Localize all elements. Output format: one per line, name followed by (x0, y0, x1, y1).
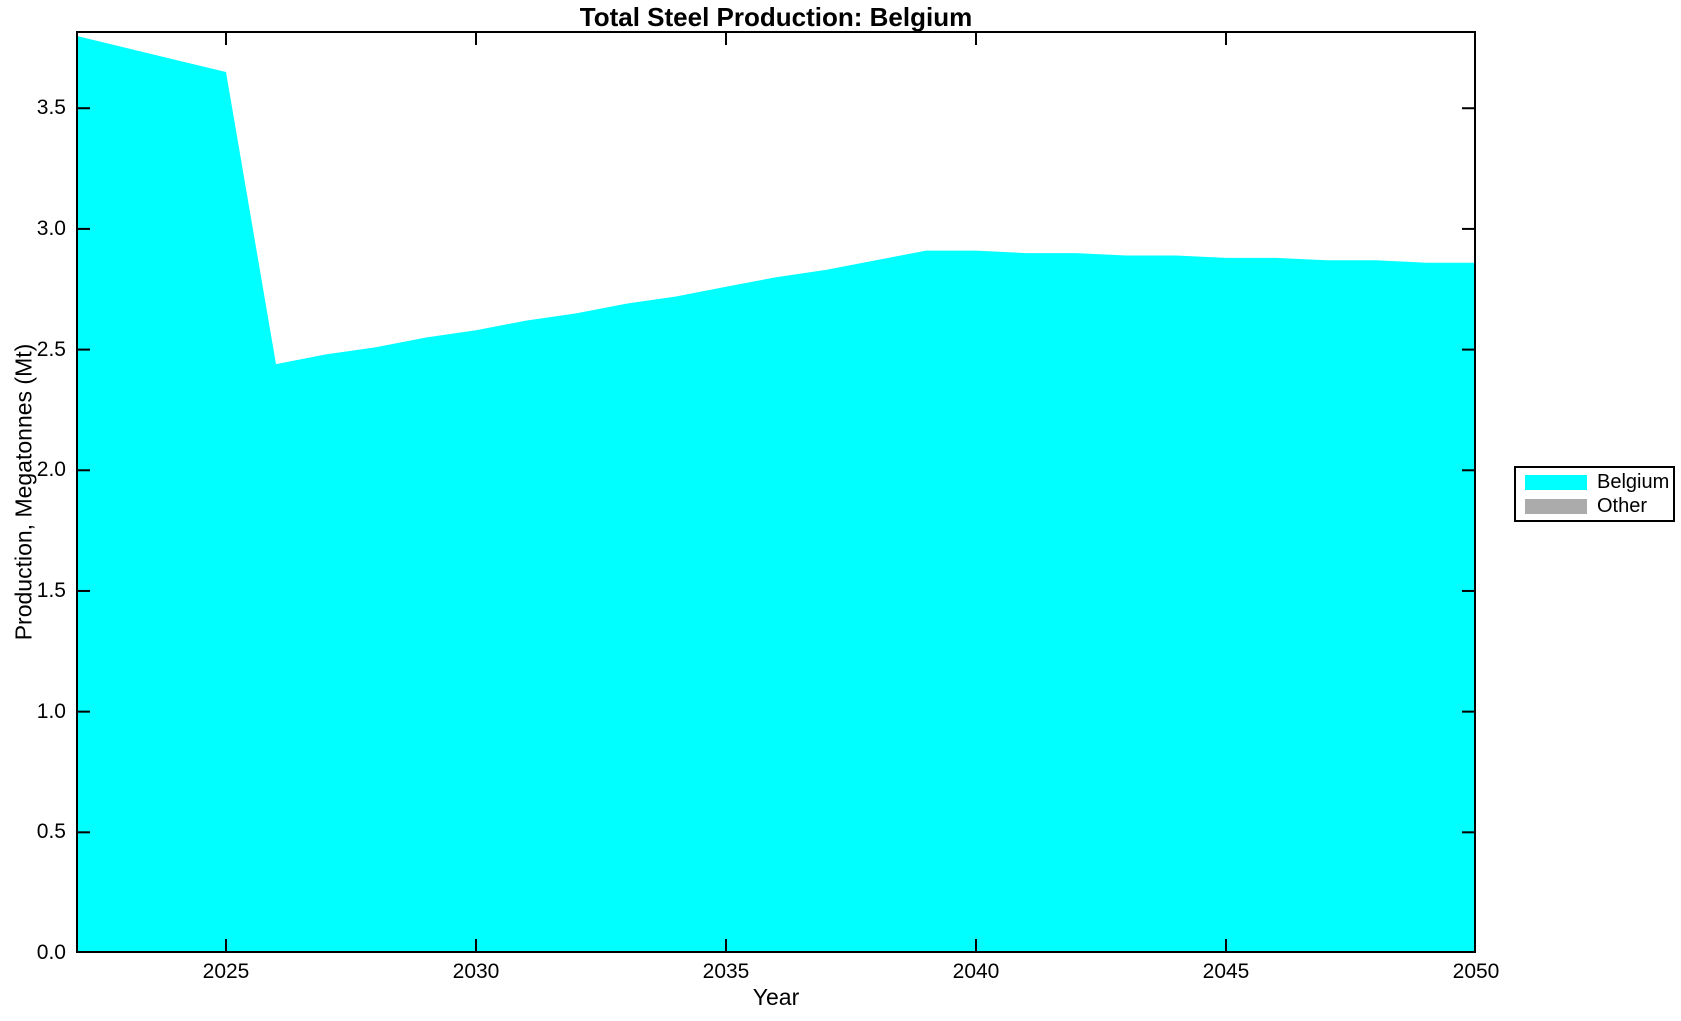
legend-swatch-other (1525, 498, 1587, 514)
y-tick-label: 0.0 (36, 941, 66, 964)
legend-label: Other (1597, 495, 1648, 517)
legend-swatch-belgium (1525, 474, 1587, 490)
axes-border (76, 31, 1476, 953)
x-tick-label: 2030 (452, 960, 500, 983)
y-tick-label: 1.0 (36, 699, 66, 723)
x-tick-label: 2025 (202, 960, 250, 983)
y-tick-label: 2.0 (36, 458, 66, 482)
legend: Belgium Other (1514, 466, 1675, 522)
y-tick-label: 1.5 (36, 578, 66, 602)
y-tick-label: 2.5 (36, 337, 66, 361)
area-series-belgium (76, 35, 1476, 953)
chart-title: Total Steel Production: Belgium (579, 2, 973, 32)
y-tick-label: 3.5 (36, 96, 66, 120)
x-tick-label: 2045 (1202, 960, 1250, 983)
x-tick-label: 2040 (952, 960, 1000, 983)
legend-entry-belgium: Belgium (1525, 472, 1669, 492)
legend-entry-other: Other (1525, 496, 1664, 516)
plot-area (76, 31, 1476, 953)
legend-label: Belgium (1597, 471, 1670, 493)
y-tick-label: 0.5 (36, 820, 66, 844)
y-tick-label: 3.0 (36, 216, 66, 240)
x-tick-label: 2050 (1452, 960, 1500, 983)
x-tick-label: 2035 (702, 960, 750, 983)
x-axis-label: Year (752, 984, 800, 1010)
